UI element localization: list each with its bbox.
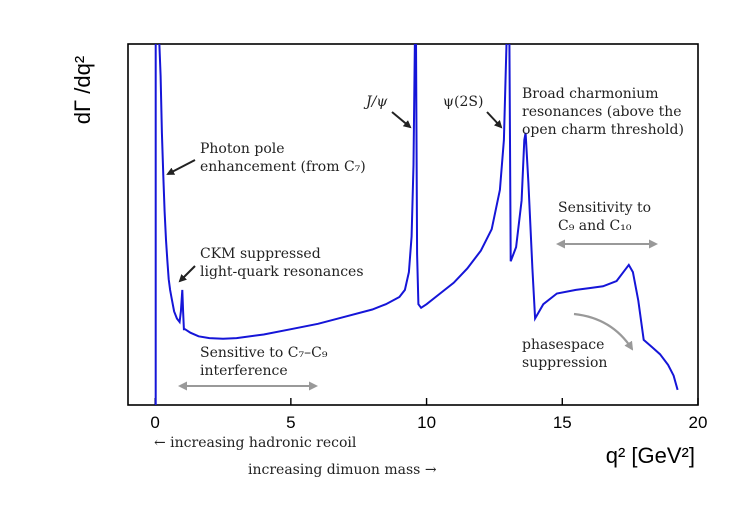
annotation-charm-2: resonances (above the xyxy=(522,104,682,120)
annotation-sens-c9-2: C₉ and C₁₀ xyxy=(558,218,632,234)
x-tick-label-20: 20 xyxy=(689,413,708,432)
annotation-photon-1: Photon pole xyxy=(200,141,285,157)
x-tick-label-0: 0 xyxy=(150,413,159,432)
annotation-sens-c9-1: Sensitivity to xyxy=(558,200,651,216)
series-line xyxy=(154,44,679,405)
y-axis-label: dΓ /dq² xyxy=(70,56,95,124)
arrow-phasespace xyxy=(573,312,634,351)
annotation-phasespace-2: suppression xyxy=(522,355,607,371)
annotation-jpsi: J/ψ xyxy=(363,94,388,110)
x-axis-label: q² [GeV²] xyxy=(606,443,695,468)
annotation-charm-3: open charm threshold) xyxy=(522,122,684,138)
x-ticks: 0 5 10 15 20 xyxy=(150,398,707,432)
annotation-photon-2: enhancement (from C₇) xyxy=(200,159,366,175)
annotation-recoil: ← increasing hadronic recoil xyxy=(154,435,357,451)
x-tick-label-10: 10 xyxy=(417,413,436,432)
plot-frame xyxy=(127,43,699,406)
annotation-interference-2: interference xyxy=(200,363,288,379)
annotation-phasespace-1: phasespace xyxy=(522,337,604,353)
x-tick-label-5: 5 xyxy=(286,413,295,432)
annotation-ckm-1: CKM suppressed xyxy=(200,246,321,262)
arrow-psi2s xyxy=(486,111,503,129)
annotation-interference-1: Sensitive to C₇–C₉ xyxy=(200,345,328,361)
annotation-charm-1: Broad charmonium xyxy=(522,86,659,102)
annotation-ckm-2: light-quark resonances xyxy=(200,264,364,280)
x-tick-label-15: 15 xyxy=(553,413,572,432)
arrow-photon xyxy=(166,159,196,175)
annotation-dimuon: increasing dimuon mass → xyxy=(248,462,437,478)
annotation-psi2s: ψ(2S) xyxy=(443,94,483,110)
arrow-jpsi xyxy=(391,111,412,129)
arrow-ckm xyxy=(178,265,196,283)
